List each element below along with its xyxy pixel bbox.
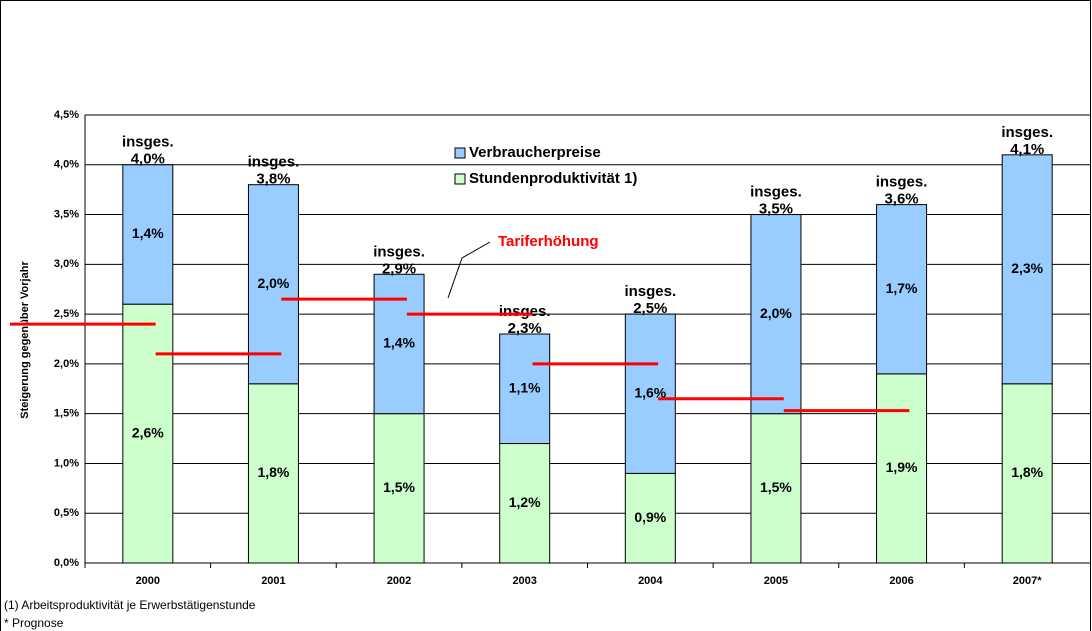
bar-segment: [122, 164, 174, 305]
value-label: 1,8%: [257, 464, 289, 480]
bar-segment: [750, 413, 802, 564]
total-prefix: insges.: [750, 184, 802, 201]
total-prefix: insges.: [624, 283, 676, 300]
bar-segment: [624, 472, 676, 564]
y-tick-label: 2,5%: [54, 308, 79, 320]
legend-label: Stundenproduktivität 1): [469, 170, 637, 187]
value-label: 1,5%: [760, 479, 792, 495]
footnote: (1) Arbeitsproduktivität je Erwerbstätig…: [4, 598, 256, 612]
value-label: 1,7%: [886, 280, 918, 296]
bar-segment: [373, 413, 425, 564]
total-prefix: insges.: [122, 134, 174, 151]
bar-segment: [499, 443, 551, 564]
y-tick-label: 1,5%: [54, 408, 79, 420]
total-prefix: insges.: [876, 174, 928, 191]
y-axis-label: Steigerung gegenüber Vorjahr: [19, 261, 31, 419]
total-label: 3,8%: [256, 171, 290, 188]
bar-segment: [122, 303, 174, 564]
total-prefix: insges.: [248, 154, 300, 171]
y-tick-label: 0,5%: [54, 507, 79, 519]
bar-segment: [1001, 154, 1053, 385]
y-tick-label: 4,0%: [54, 159, 79, 171]
total-label: 3,6%: [884, 191, 918, 208]
total-label: 2,5%: [633, 300, 667, 317]
x-tick-label: 2005: [764, 575, 788, 587]
x-tick-label: 2007*: [1013, 575, 1042, 587]
value-label: 1,5%: [383, 479, 415, 495]
total-prefix: insges.: [499, 303, 551, 320]
y-tick-label: 1,0%: [54, 457, 79, 469]
footnote: * Prognose: [4, 616, 64, 630]
bar-segment: [750, 214, 802, 415]
total-label: 4,0%: [131, 151, 165, 168]
total-label: 2,9%: [382, 260, 416, 277]
y-tick-label: 2,0%: [54, 358, 79, 370]
x-tick-label: 2000: [136, 575, 160, 587]
value-label: 0,9%: [634, 509, 666, 525]
bar-segment: [876, 204, 928, 375]
value-label: 1,4%: [383, 335, 415, 351]
annotation: Tariferhöhung: [498, 233, 599, 250]
bar-segment: [373, 273, 425, 415]
total-label: 4,1%: [1010, 141, 1044, 158]
value-label: 1,2%: [509, 494, 541, 510]
bar-segment: [247, 383, 299, 564]
value-label: 1,6%: [634, 384, 666, 400]
total-prefix: insges.: [373, 243, 425, 260]
x-tick-label: 2006: [889, 575, 913, 587]
total-label: 3,5%: [759, 201, 793, 218]
annotation-pointer: [447, 241, 491, 299]
bar-segment: [247, 184, 299, 385]
value-label: 1,1%: [509, 379, 541, 395]
bar-segment: [624, 313, 676, 474]
bar-segment: [1001, 383, 1053, 564]
total-label: 2,3%: [508, 320, 542, 337]
legend-swatch: [454, 173, 466, 185]
x-tick-label: 2002: [387, 575, 411, 587]
x-tick-label: 2004: [638, 575, 663, 587]
value-label: 2,3%: [1011, 260, 1043, 276]
value-label: 1,8%: [1011, 464, 1043, 480]
x-tick-label: 2001: [261, 575, 285, 587]
value-label: 2,0%: [257, 275, 289, 291]
value-label: 1,9%: [886, 459, 918, 475]
bar-segment: [876, 373, 928, 564]
value-label: 1,4%: [132, 225, 164, 241]
x-tick-label: 2003: [512, 575, 536, 587]
value-label: 2,6%: [132, 424, 164, 440]
total-prefix: insges.: [1001, 124, 1053, 141]
y-tick-label: 3,5%: [54, 208, 79, 220]
y-tick-label: 0,0%: [54, 557, 79, 569]
legend-swatch: [454, 147, 466, 159]
legend-label: Verbraucherpreise: [469, 144, 601, 161]
y-tick-label: 4,5%: [54, 109, 79, 121]
bar-segment: [499, 333, 551, 445]
value-label: 2,0%: [760, 305, 792, 321]
y-tick-label: 3,0%: [54, 258, 79, 270]
